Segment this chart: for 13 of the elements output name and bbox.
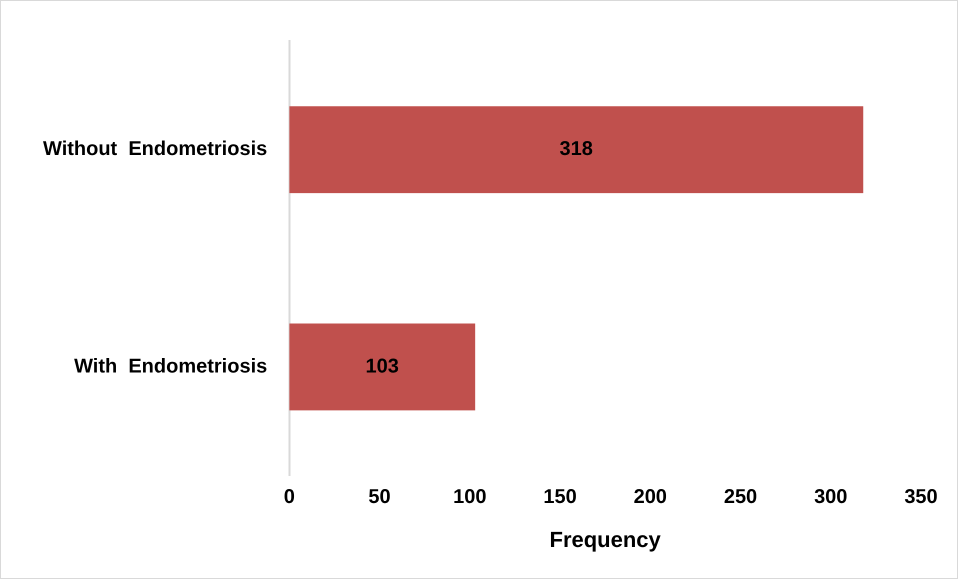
x-tick-label: 50 bbox=[368, 486, 391, 508]
x-tick-label: 100 bbox=[453, 486, 486, 508]
x-tick-label: 0 bbox=[284, 486, 295, 508]
x-axis-title: Frequency bbox=[549, 526, 662, 552]
data-label: 103 bbox=[366, 355, 399, 378]
data-label: 318 bbox=[560, 138, 593, 160]
x-tick-label: 150 bbox=[543, 486, 577, 508]
y-tick-label: Without Endometriosis bbox=[42, 138, 268, 160]
x-tick-label: 350 bbox=[904, 486, 938, 508]
x-tick-label: 300 bbox=[814, 486, 848, 508]
y-tick-label: With Endometriosis bbox=[74, 355, 268, 378]
x-tick-label: 200 bbox=[634, 486, 667, 508]
x-tick-label: 250 bbox=[724, 486, 758, 508]
